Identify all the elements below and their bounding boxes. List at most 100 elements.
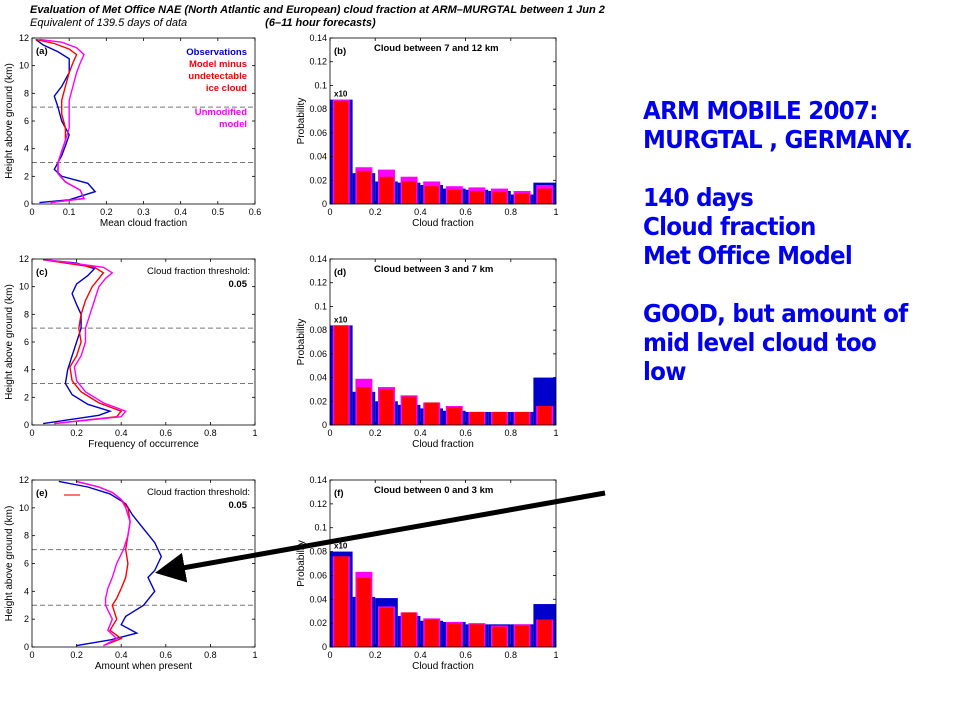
axes-frame [329, 479, 557, 648]
annotation-line [643, 154, 930, 183]
figure-title: Evaluation of Met Office NAE (North Atla… [30, 4, 605, 16]
panel-title: Cloud between 3 and 7 km [374, 264, 493, 275]
annotation-line: MURGTAL , GERMANY. [643, 125, 913, 154]
annotation-line: Cloud fraction [643, 212, 816, 241]
data-length-text: Equivalent of 139.5 days of data [30, 17, 188, 29]
chart-panel: x10 Cloud between 7 and 12 km 0 0.2 0.4 0.6 0.… [296, 33, 559, 229]
histogram-bar [356, 577, 371, 647]
y-tick-label: 0 [322, 642, 327, 652]
y-tick-label: 8 [24, 531, 29, 541]
histogram-bar [379, 607, 394, 647]
y-tick-label: 0.12 [309, 278, 327, 288]
x-axis-label: Cloud fraction [412, 661, 474, 672]
x-tick-label: 0.8 [505, 650, 518, 660]
histogram-bar [447, 189, 462, 204]
plot-area [58, 480, 163, 647]
histogram-bar [379, 389, 394, 425]
y-tick-label: 0.02 [309, 175, 327, 185]
y-tick-label: 12 [19, 33, 29, 43]
x-tick-label: 0.2 [70, 650, 83, 660]
x-tick-label: 0.2 [100, 207, 113, 217]
annotation-line: low [643, 357, 686, 386]
y-tick-label: 0.06 [309, 570, 327, 580]
chart-panel: x10 Cloud between 3 and 7 km 0 0.2 0.4 0.6 0.8… [296, 254, 559, 450]
y-tick-label: 0.12 [309, 499, 327, 509]
x-axis-label: Mean cloud fraction [100, 218, 187, 229]
y-tick-label: 6 [24, 559, 29, 569]
histogram-bar [537, 188, 552, 204]
x-tick-label: 0.4 [115, 428, 128, 438]
y-tick-label: 0.04 [309, 373, 327, 383]
histogram-bar [537, 406, 552, 425]
x-tick-label: 0.3 [137, 207, 150, 217]
axes-frame [31, 258, 256, 426]
annotation-arrow [155, 490, 606, 583]
y-tick-label: 4 [24, 365, 29, 375]
y-tick-label: 0.1 [314, 301, 327, 311]
x-tick-label: 0.6 [459, 207, 472, 217]
annotation-line: ARM MOBILE 2007: [643, 96, 878, 125]
y-tick-label: 8 [24, 88, 29, 98]
panel-label: (d) [334, 267, 346, 278]
panel-label: (e) [36, 488, 48, 499]
y-tick-label: 0.06 [309, 349, 327, 359]
x-tick-label: 0 [29, 650, 34, 660]
histogram-bar [492, 411, 507, 425]
plot-area [35, 38, 97, 204]
y-tick-label: 0.04 [309, 594, 327, 604]
histogram-bar [424, 186, 439, 204]
x-tick-label: 1 [553, 650, 558, 660]
threshold-label: Cloud fraction threshold: [147, 487, 250, 498]
y-tick-label: 0.14 [309, 254, 327, 264]
chart-panel: x10 Cloud between 0 and 3 km 0 0.2 0.4 0.6 0.8… [296, 475, 559, 672]
x-tick-label: 0.6 [160, 650, 173, 660]
x-tick-label: 0.2 [70, 428, 83, 438]
y-tick-label: 0.1 [314, 80, 327, 90]
histogram-bar [515, 411, 530, 425]
annotation-line [643, 270, 930, 299]
x-tick-label: 0.6 [459, 428, 472, 438]
x-tick-label: 0.5 [212, 207, 225, 217]
histogram-bar [469, 411, 484, 425]
x-tick-label: 0 [29, 207, 34, 217]
x-tick-label: 0.4 [414, 650, 427, 660]
y-tick-label: 0.02 [309, 396, 327, 406]
histogram-bar [334, 325, 349, 425]
x-tick-label: 0.6 [459, 650, 472, 660]
panel-label: (c) [36, 267, 48, 278]
panel-label: (b) [334, 46, 346, 57]
series-line [35, 38, 97, 204]
panel-label: (a) [36, 46, 48, 57]
histogram-bar [379, 176, 394, 204]
panel-title: Cloud between 7 and 12 km [374, 43, 499, 54]
plot-area [42, 259, 127, 425]
x-tick-label: 0.8 [505, 207, 518, 217]
x-tick-label: 0.8 [505, 428, 518, 438]
bin-scale-note: x10 [334, 90, 348, 99]
series-line [76, 480, 131, 647]
histogram-bar [537, 619, 552, 647]
y-tick-label: 6 [24, 337, 29, 347]
y-tick-label: 0.08 [309, 325, 327, 335]
x-tick-label: 0 [327, 207, 332, 217]
y-tick-label: 10 [19, 503, 29, 513]
histogram-bar [424, 619, 439, 647]
y-tick-label: 2 [24, 171, 29, 181]
forecast-range-text: (6–11 hour forecasts) [265, 17, 376, 29]
y-tick-label: 0.12 [309, 57, 327, 67]
y-axis-label: Probability [296, 98, 307, 145]
x-axis-label: Frequency of occurrence [88, 439, 199, 450]
x-tick-label: 1 [252, 428, 257, 438]
y-axis-label: Probability [296, 319, 307, 366]
plot-area [330, 325, 556, 425]
y-tick-label: 10 [19, 61, 29, 71]
x-tick-label: 0 [327, 428, 332, 438]
y-axis-label: Probability [296, 540, 307, 587]
y-axis-label: Height above ground (km) [4, 284, 15, 400]
y-tick-label: 2 [24, 392, 29, 402]
y-tick-label: 0 [322, 199, 327, 209]
